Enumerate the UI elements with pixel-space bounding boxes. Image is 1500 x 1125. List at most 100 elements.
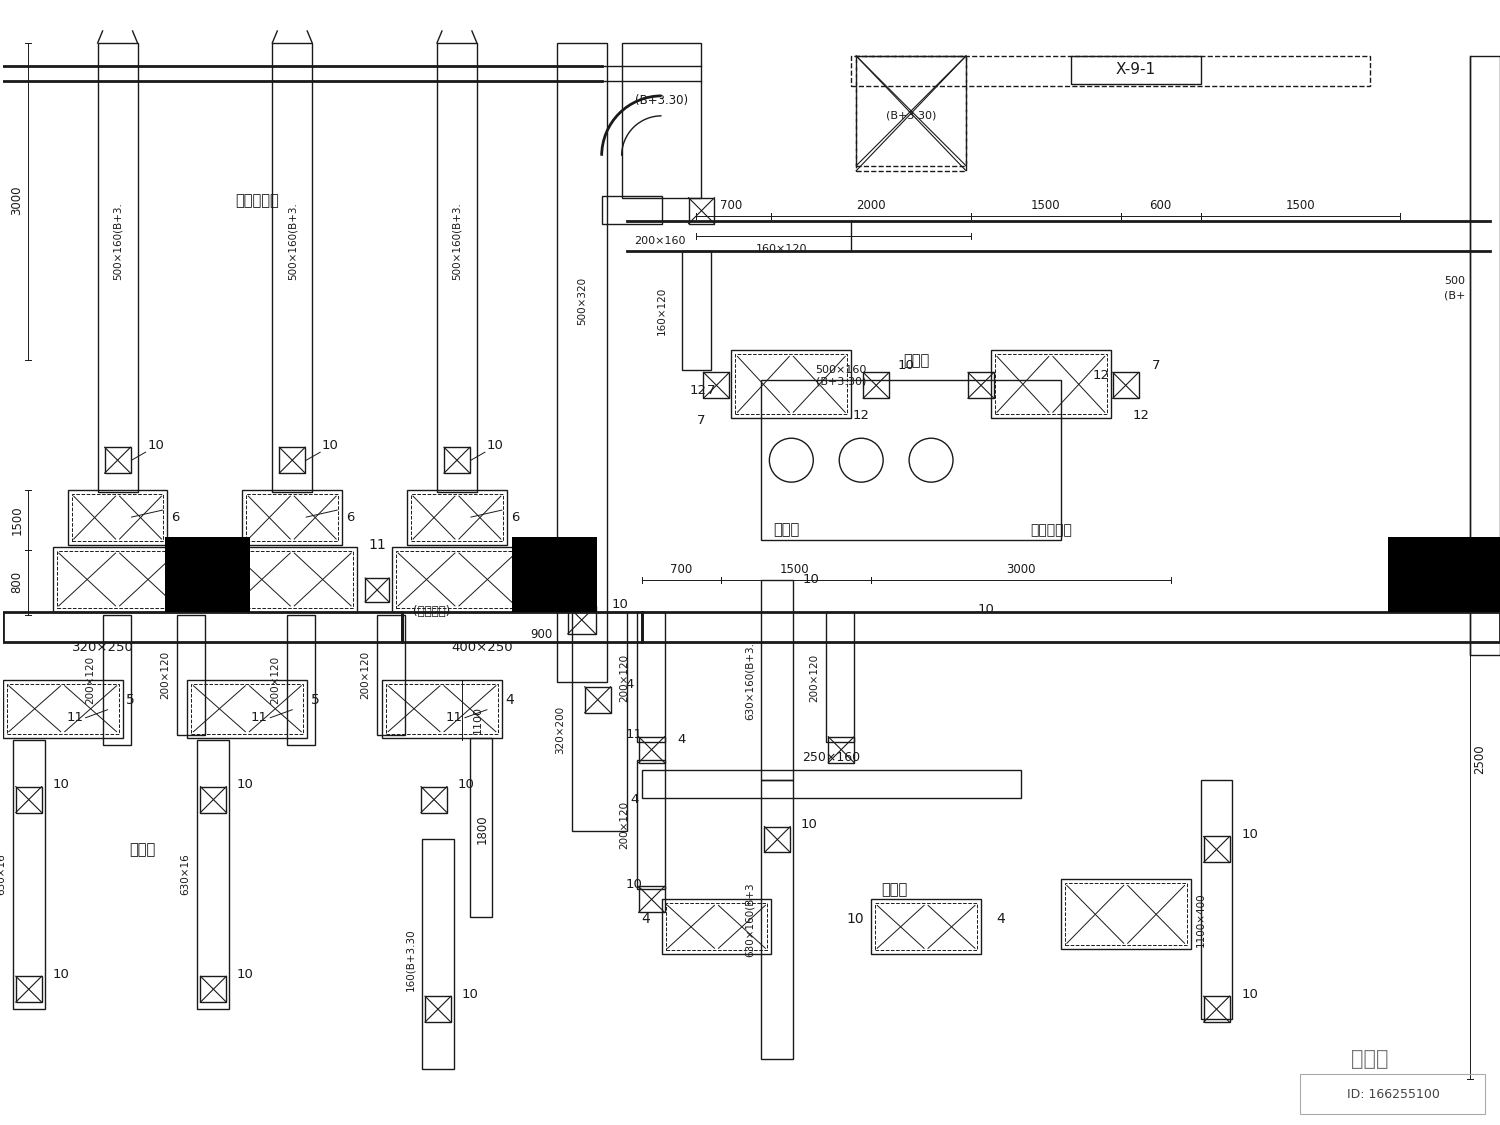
Bar (735, 354, 847, 414)
Text: 200×120: 200×120 (86, 656, 96, 704)
Bar (762, 380, 1060, 540)
Text: 2000: 2000 (856, 199, 886, 213)
Bar (762, 780, 794, 1059)
Text: 700: 700 (720, 199, 742, 213)
Bar (732, 350, 850, 418)
Bar (411, 494, 503, 541)
Bar (1113, 372, 1138, 398)
Text: 400×250: 400×250 (452, 641, 513, 655)
Text: 200×120: 200×120 (620, 801, 630, 848)
Text: 11: 11 (251, 711, 268, 724)
Text: 10: 10 (897, 359, 915, 372)
Bar (177, 615, 206, 735)
Bar (57, 551, 178, 608)
Bar (662, 899, 771, 954)
Text: 11: 11 (626, 728, 642, 741)
Text: 250: 250 (1434, 574, 1456, 586)
Bar (16, 786, 42, 812)
Bar (72, 494, 164, 541)
Bar (376, 615, 405, 735)
Text: 500: 500 (1444, 276, 1466, 286)
Bar (704, 372, 729, 398)
Bar (642, 612, 1500, 642)
Text: 10: 10 (801, 818, 818, 831)
Bar (1470, 56, 1500, 655)
Text: 洗涤室: 洗涤室 (903, 353, 928, 368)
Bar (396, 551, 518, 608)
Bar (512, 537, 597, 612)
Bar (392, 547, 522, 612)
Text: X-9-1: X-9-1 (1116, 62, 1155, 78)
Text: 500×160(B+3.: 500×160(B+3. (288, 201, 297, 279)
Text: 11: 11 (189, 538, 207, 552)
Text: 630×16: 630×16 (0, 854, 6, 896)
Text: 2500: 2500 (1473, 745, 1486, 774)
Text: 630×160(B+3..: 630×160(B+3.. (744, 639, 754, 720)
Bar (188, 680, 308, 738)
Text: 10: 10 (486, 439, 504, 452)
Bar (556, 43, 606, 682)
Bar (666, 903, 768, 951)
Bar (402, 612, 642, 642)
Bar (246, 494, 338, 541)
Text: 10: 10 (458, 778, 474, 791)
Text: 1500: 1500 (1030, 199, 1060, 213)
Text: 10: 10 (462, 988, 478, 1001)
Bar (105, 448, 130, 474)
Bar (1200, 780, 1233, 1019)
Text: 10: 10 (802, 574, 819, 586)
Text: 10: 10 (610, 598, 628, 611)
Bar (585, 686, 610, 713)
Bar (572, 612, 627, 831)
Text: 10: 10 (53, 778, 69, 791)
Bar (16, 976, 42, 1002)
Bar (8, 684, 118, 734)
Text: 3000: 3000 (10, 186, 24, 215)
Text: 700: 700 (670, 564, 693, 576)
Bar (273, 43, 312, 492)
Text: 12: 12 (690, 384, 706, 397)
Bar (228, 547, 357, 612)
Text: 1500: 1500 (1286, 199, 1316, 213)
Text: 3000: 3000 (1007, 564, 1035, 576)
Text: 800: 800 (10, 570, 24, 593)
Text: 5: 5 (310, 693, 320, 706)
Bar (968, 372, 994, 398)
Bar (602, 196, 662, 224)
Bar (994, 354, 1107, 414)
Text: 200×120: 200×120 (360, 650, 370, 699)
Text: 4: 4 (996, 912, 1005, 926)
Text: 7: 7 (706, 384, 716, 397)
Bar (636, 759, 664, 890)
Bar (424, 997, 451, 1023)
Bar (186, 578, 210, 602)
Text: 12: 12 (1092, 369, 1108, 381)
Text: (B+3.30): (B+3.30) (634, 94, 688, 107)
Bar (102, 615, 130, 745)
Text: 7: 7 (1152, 359, 1160, 372)
Text: 500×160(B+3.: 500×160(B+3. (112, 201, 123, 279)
Text: 4: 4 (626, 678, 634, 691)
Text: 160(B+3.30: 160(B+3.30 (405, 928, 416, 991)
Text: 4: 4 (640, 912, 650, 926)
Bar (874, 903, 977, 951)
Text: 4: 4 (506, 693, 515, 706)
Text: 200×120: 200×120 (270, 656, 280, 704)
Text: 生化実験室: 生化実験室 (236, 193, 279, 208)
Bar (642, 770, 1022, 798)
Text: 1100×400: 1100×400 (1196, 892, 1206, 946)
Text: 物资库: 物资库 (772, 522, 800, 538)
Text: 500×320: 500×320 (576, 277, 586, 324)
Text: 250×160: 250×160 (802, 752, 861, 764)
Bar (828, 737, 854, 763)
Text: 900: 900 (531, 629, 554, 641)
Text: 10: 10 (53, 968, 69, 981)
Bar (850, 56, 1370, 86)
Text: 600: 600 (1149, 199, 1172, 213)
Bar (231, 551, 352, 608)
Bar (827, 612, 854, 741)
Bar (636, 612, 664, 741)
Bar (444, 448, 470, 474)
Text: 500×160
(B+3.30): 500×160 (B+3.30) (816, 364, 867, 386)
Bar (621, 43, 702, 198)
